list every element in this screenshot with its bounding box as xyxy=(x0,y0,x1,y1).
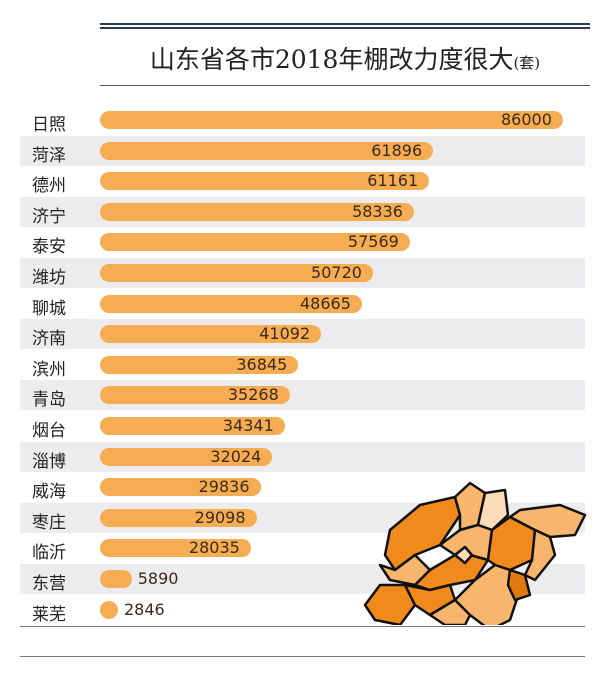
value-label: 29836 xyxy=(198,477,250,497)
bar-row: 泰安 57569 xyxy=(20,227,585,257)
bar xyxy=(100,141,434,160)
category-label: 东营 xyxy=(32,574,66,594)
value-label: 41092 xyxy=(259,324,311,344)
bar-row: 潍坊 50720 xyxy=(20,258,585,288)
bar-row: 聊城 48665 xyxy=(20,289,585,319)
value-label: 48665 xyxy=(299,293,351,313)
value-label: 36845 xyxy=(236,354,288,374)
map-region xyxy=(476,488,510,532)
bar xyxy=(100,325,322,344)
bar xyxy=(100,386,290,405)
category-label: 滨州 xyxy=(32,359,66,380)
title-rule-top xyxy=(100,23,590,25)
bar xyxy=(100,355,299,374)
unit-text: (套) xyxy=(513,54,541,72)
bar xyxy=(100,570,132,588)
bar xyxy=(100,478,261,497)
category-label: 临沂 xyxy=(32,543,66,564)
category-label: 枣庄 xyxy=(32,512,66,533)
bar-row: 淄博 32024 xyxy=(20,441,585,472)
map-region xyxy=(506,568,532,602)
category-label: 日照 xyxy=(32,115,66,135)
value-label: 28035 xyxy=(188,538,240,558)
title-rule-top-2 xyxy=(100,27,590,29)
bar xyxy=(100,233,410,252)
bottom-rule-2 xyxy=(20,656,585,657)
bar xyxy=(100,447,273,466)
bar xyxy=(100,172,430,191)
bar xyxy=(100,539,251,558)
value-label: 34341 xyxy=(222,416,274,435)
title-rule-bottom xyxy=(100,85,590,86)
category-label: 烟台 xyxy=(32,421,66,441)
category-label: 威海 xyxy=(32,482,66,503)
bar xyxy=(100,202,415,221)
category-label: 泰安 xyxy=(32,237,66,258)
bar-row: 德州 61161 xyxy=(20,166,585,196)
value-label: 61896 xyxy=(371,140,423,160)
category-label: 济南 xyxy=(32,329,66,350)
value-label: 61161 xyxy=(367,171,419,191)
category-label: 聊城 xyxy=(32,298,66,319)
shandong-map xyxy=(363,481,587,625)
value-label: 57569 xyxy=(347,232,399,252)
value-label: 50720 xyxy=(311,263,362,282)
category-label: 菏泽 xyxy=(32,145,66,166)
bar-row: 济宁 58336 xyxy=(20,196,585,227)
bar-row: 青岛 35268 xyxy=(20,380,585,411)
value-label: 29098 xyxy=(194,507,246,527)
map-region xyxy=(523,528,557,582)
bar-row: 日照 86000 xyxy=(20,105,585,135)
bar xyxy=(100,508,257,527)
map-region xyxy=(453,545,474,565)
bar-row: 临沂 28035 xyxy=(20,533,585,563)
category-label: 济宁 xyxy=(32,206,66,227)
bottom-rule xyxy=(20,626,585,627)
bar xyxy=(100,294,362,313)
map-region xyxy=(508,503,587,539)
bar-row: 菏泽 61896 xyxy=(20,135,585,166)
category-label: 青岛 xyxy=(32,390,66,411)
value-label: 2846 xyxy=(124,599,165,619)
category-label: 莱芜 xyxy=(32,604,66,625)
bar-row: 威海 29836 xyxy=(20,472,585,502)
bar-row: 莱芜 2846 xyxy=(20,595,585,625)
chart-title: 山东省各市2018年棚改力度很大(套) xyxy=(100,40,590,76)
value-label: 5890 xyxy=(137,569,179,588)
value-label: 35268 xyxy=(227,385,279,405)
value-label: 32024 xyxy=(210,446,262,466)
bar-row: 济南 41092 xyxy=(20,319,585,350)
category-label: 淄博 xyxy=(32,451,66,472)
bar xyxy=(100,111,563,129)
bar xyxy=(100,417,285,435)
value-label: 86000 xyxy=(501,110,552,129)
bar-row: 滨州 36845 xyxy=(20,350,585,380)
value-label: 58336 xyxy=(352,201,403,221)
bar-row: 烟台 34341 xyxy=(20,411,585,441)
title-text: 山东省各市2018年棚改力度很大 xyxy=(149,45,514,74)
bar xyxy=(100,600,118,619)
bar xyxy=(100,264,374,282)
category-label: 潍坊 xyxy=(32,268,66,288)
category-label: 德州 xyxy=(32,176,66,197)
